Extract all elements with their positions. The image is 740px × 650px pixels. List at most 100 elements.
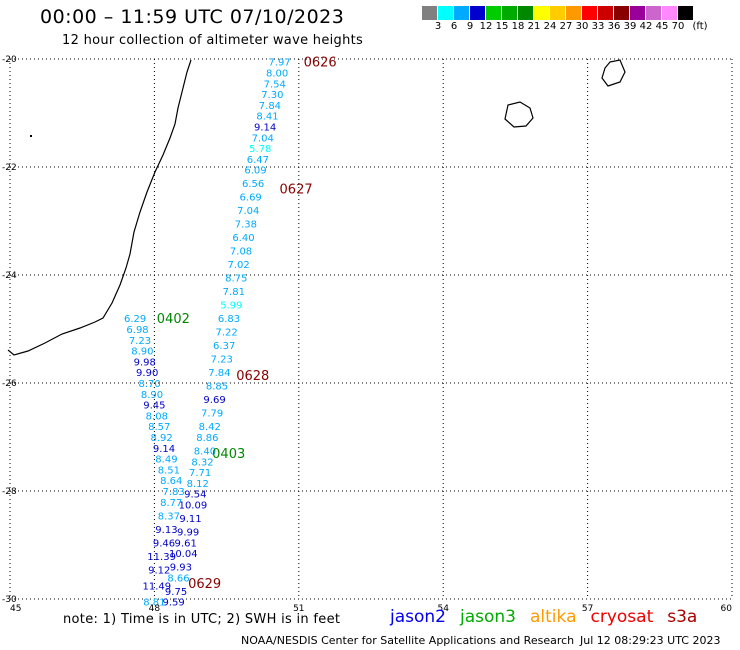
color-scale-tick-label: 3 [434,21,442,32]
color-swatch-13 [630,6,646,20]
latitude-tick-label: -26 [2,379,17,389]
altimeter-tracks: 7.978.007.547.307.848.419.147.045.786.47… [124,58,291,609]
swh-value-label: 7.30 [261,90,283,101]
swh-value-label: 8.08 [146,411,168,422]
longitude-tick-label: 51 [293,604,304,614]
color-swatch-11 [598,6,614,20]
swh-value-label: 9.93 [170,563,192,574]
track-A: 7.978.007.547.307.848.419.147.045.786.47… [163,58,291,609]
swh-value-label: 8.41 [256,112,278,123]
pass-number-label: 0403 [212,447,245,462]
color-swatch-14 [646,6,662,20]
color-swatch-4 [486,6,502,20]
swh-value-label: 7.23 [129,336,151,347]
color-scale-tick-label: 12 [479,21,493,32]
swh-value-label: 7.23 [211,355,233,366]
swh-value-label: 8.37 [158,511,180,522]
swh-value-label: 6.69 [240,193,262,204]
mauritius-island-outline [601,59,626,87]
swh-value-label: 7.08 [230,247,252,258]
swh-value-label: 7.54 [264,79,286,90]
color-swatch-1 [438,6,454,20]
color-swatch-15 [662,6,678,20]
swh-value-label: 6.98 [126,325,148,336]
swh-value-label: 8.75 [225,274,247,285]
swh-value-label: 7.22 [215,328,237,339]
swh-value-label: 9.61 [175,538,197,549]
swh-value-label: 7.04 [252,133,274,144]
mission-cryosat: cryosat [590,607,654,627]
swh-value-label: 8.92 [150,433,172,444]
mission-s3a: s3a [667,607,698,627]
credit-text: NOAA/NESDIS Center for Satellite Applica… [241,634,575,647]
swh-value-label: 9.14 [254,123,276,134]
pass-labels: 0626 0627 0402 0628 0403 0629 [157,56,337,592]
latitude-tick-label: -22 [2,163,17,173]
color-swatch-3 [470,6,486,20]
swh-value-label: 9.45 [143,401,165,412]
swh-value-label: 8.70 [138,379,160,390]
track-B: 6.296.987.238.909.989.908.708.909.458.08… [124,314,185,609]
color-swatch-16 [678,6,694,20]
longitude-tick-label: 48 [149,604,161,614]
mission-jason2: jason2 [390,607,446,627]
color-scale-tick-label: 30 [575,21,589,32]
pass-number-label: 0626 [304,56,337,71]
color-scale-tick-label: (ft) [692,21,708,32]
pass-number-label: 0627 [280,183,313,198]
color-swatch-7 [534,6,550,20]
color-scale-tick-label: 6 [450,21,458,32]
color-swatch-0 [422,6,438,20]
swh-value-label: 8.85 [206,382,228,393]
swh-value-label: 9.11 [179,514,201,525]
swh-value-label: 6.29 [124,314,146,325]
color-scale-tick-label: 45 [655,21,669,32]
swh-value-label: 5.78 [249,144,271,155]
swh-value-label: 8.66 [167,573,189,584]
longitude-tick-label: 54 [437,604,449,614]
page-title: 00:00 – 11:59 UTC 07/10/2023 [40,6,345,28]
swh-value-label: 6.40 [232,233,254,244]
generated-timestamp: Jul 12 08:29:23 UTC 2023 [580,634,721,647]
swh-value-label: 8.77 [160,498,182,509]
swh-value-label: 9.54 [184,490,206,501]
swh-value-label: 6.09 [244,166,266,177]
swh-value-label: 7.83 [163,487,185,498]
swh-value-label: 7.38 [235,220,257,231]
color-scale-tick-label: 42 [639,21,653,32]
swh-value-label: 11.49 [142,582,171,593]
swh-value-label: 7.79 [201,409,223,420]
lat-lon-grid [9,58,733,600]
color-swatch-8 [550,6,566,20]
swh-value-label: 9.99 [177,528,199,539]
longitude-tick-label: 45 [10,604,21,614]
color-swatch-12 [614,6,630,20]
swh-value-label: 7.84 [208,368,230,379]
reunion-island-outline [504,101,534,128]
color-scale-tick-label: 33 [591,21,605,32]
latitude-tick-label: -30 [2,595,17,605]
color-scale-tick-label: 70 [671,21,685,32]
swh-value-label: 5.99 [220,301,242,312]
color-scale-labels: 3 6 9 12 15 18 21 24 27 30 33 36 39 42 45 70 (ft) [422,21,740,35]
latitude-tick-label: -24 [2,271,17,281]
color-scale-tick-label: 18 [511,21,525,32]
pass-number-label: 0402 [157,312,190,327]
swh-value-label: 7.81 [223,287,245,298]
color-scale-tick-label: 15 [495,21,509,32]
color-scale-tick-label: 21 [527,21,541,32]
color-swatch-2 [454,6,470,20]
swh-value-label: 7.71 [189,468,211,479]
swh-value-label: 9.12 [148,565,170,576]
swh-value-label: 8.64 [160,476,182,487]
swh-value-label: 9.69 [203,395,225,406]
note-text: note: 1) Time is in UTC; 2) SWH is in fe… [63,612,341,627]
page-subtitle: 12 hour collection of altimeter wave hei… [62,33,364,48]
swh-value-label: 8.51 [158,465,180,476]
swh-value-label: 8.49 [155,455,177,466]
color-scale-bar [422,6,694,20]
coastline [7,59,626,356]
color-swatch-10 [582,6,598,20]
pass-number-label: 0629 [188,577,221,592]
